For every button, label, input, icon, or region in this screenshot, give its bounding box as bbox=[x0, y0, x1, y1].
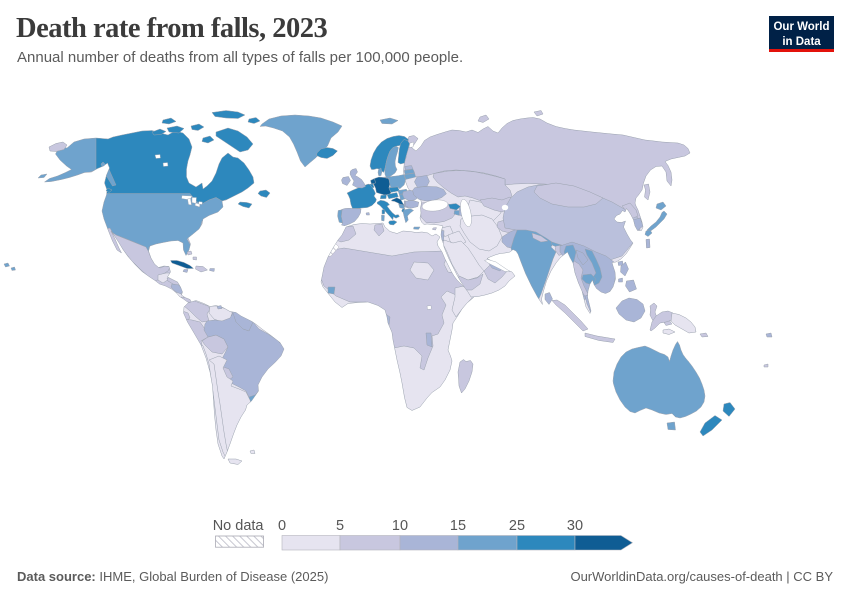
svg-text:10: 10 bbox=[392, 518, 408, 534]
svg-text:25: 25 bbox=[509, 518, 525, 534]
svg-text:0: 0 bbox=[278, 518, 286, 534]
svg-text:5: 5 bbox=[336, 518, 344, 534]
svg-text:No data: No data bbox=[213, 518, 265, 534]
svg-text:15: 15 bbox=[450, 518, 466, 534]
svg-text:30: 30 bbox=[567, 518, 583, 534]
